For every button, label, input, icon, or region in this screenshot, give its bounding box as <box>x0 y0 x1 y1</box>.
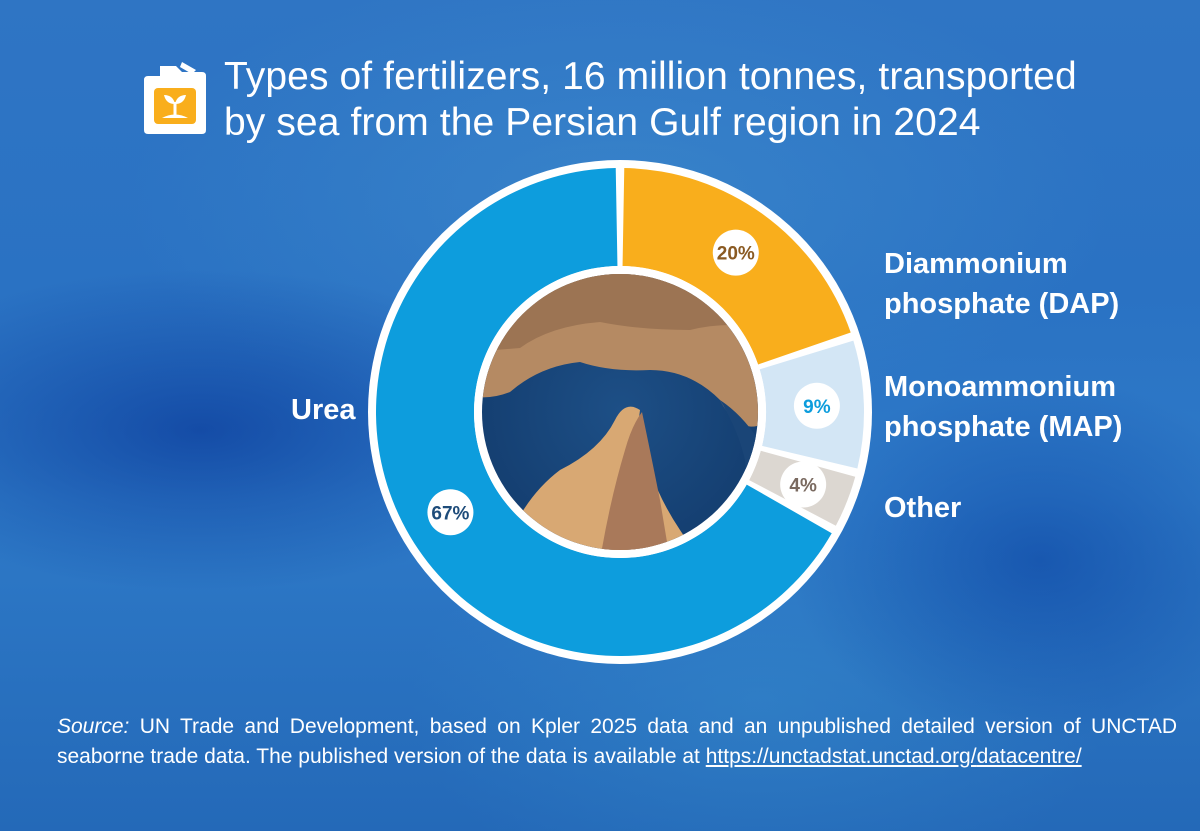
slice-other-value-badge <box>780 461 827 508</box>
fuel-can-sprout-icon <box>144 62 206 134</box>
chart-title: Types of fertilizers, 16 million tonnes,… <box>224 54 1164 146</box>
title-line-2: by sea from the Persian Gulf region in 2… <box>224 101 981 144</box>
slice-other-value-label: 4% <box>789 476 817 497</box>
source-prefix: Source: <box>57 715 130 738</box>
slice-dap-value-label: 20% <box>717 244 755 265</box>
source-note: Source: UN Trade and Development, based … <box>57 712 1177 772</box>
slice-dap-value-badge <box>712 229 759 276</box>
source-link[interactable]: https://unctadstat.unctad.org/datacentre… <box>706 745 1082 768</box>
label-map-line-1: Monoammonium <box>884 371 1116 403</box>
slice-map-value-badge <box>793 382 840 429</box>
slice-urea <box>375 168 832 657</box>
label-dap-line-2: phosphate (DAP) <box>884 288 1120 320</box>
slice-urea-value-badge <box>427 489 474 536</box>
label-map: Monoammonium phosphate (MAP) <box>884 367 1122 447</box>
source-text: UN Trade and Development, based on Kpler… <box>57 715 1177 768</box>
label-map-line-2: phosphate (MAP) <box>884 411 1123 443</box>
title-line-1: Types of fertilizers, 16 million tonnes,… <box>224 55 1077 98</box>
slice-urea-value-label: 67% <box>431 503 469 524</box>
slice-map-value-label: 9% <box>803 397 831 418</box>
label-dap-line-1: Diammonium <box>884 248 1068 280</box>
source-link-line-1: https://unctadstat.unctad.org/ <box>705 745 977 768</box>
label-dap: Diammonium phosphate (DAP) <box>884 244 1119 324</box>
label-urea: Urea <box>291 394 356 426</box>
satellite-image <box>482 274 758 550</box>
label-other: Other <box>884 492 962 524</box>
source-link-line-2: datacentre/ <box>976 745 1082 768</box>
